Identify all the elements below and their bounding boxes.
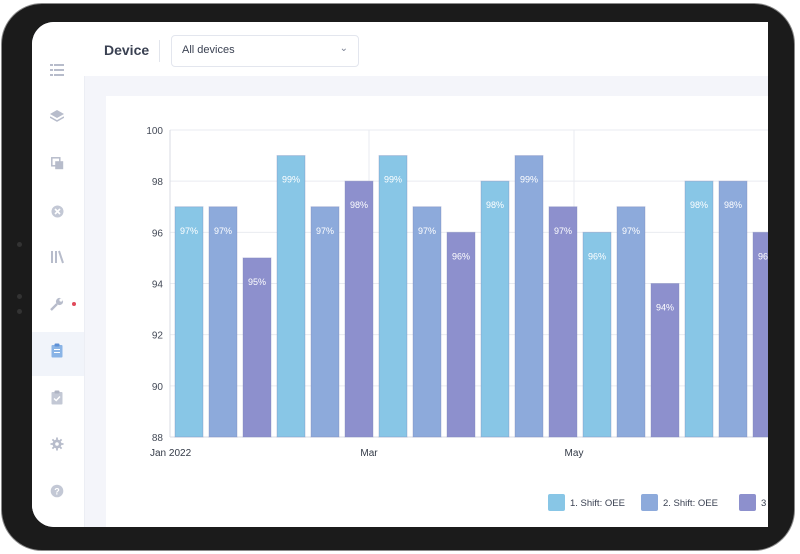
cancel-icon[interactable] — [47, 201, 67, 221]
list-icon[interactable] — [47, 60, 67, 80]
bar — [480, 180, 510, 438]
bar — [208, 206, 238, 438]
wrench-icon[interactable] — [47, 294, 67, 314]
chart-card: 88 90 92 94 96 98 100 97% 97% 95% 99% 97% 98% 99% 97% 9… — [106, 96, 768, 527]
data-label: 99% — [520, 175, 538, 185]
bar — [718, 180, 748, 438]
legend-label: 1. Shift: OEE — [570, 498, 625, 509]
y-tick-label: 90 — [152, 382, 164, 393]
bezel-sensor — [17, 309, 22, 314]
library-icon[interactable] — [47, 247, 67, 267]
device-select[interactable]: All devices ⌄ — [171, 35, 359, 67]
bar — [378, 155, 408, 438]
data-label: 99% — [282, 175, 300, 185]
data-label: 96% — [452, 251, 470, 261]
bar — [752, 231, 768, 438]
data-label: 98% — [486, 200, 504, 210]
y-tick-label: 100 — [146, 126, 163, 137]
bezel-sensor — [17, 242, 22, 247]
bar — [548, 206, 578, 438]
data-label: 97% — [316, 226, 334, 236]
x-tick-label: Jan 2022 — [150, 448, 192, 459]
help-icon[interactable]: ? — [47, 481, 67, 501]
data-label: 97% — [622, 226, 640, 236]
sidebar: ? — [32, 22, 85, 527]
data-label: 96% — [758, 251, 768, 261]
top-bar: Device All devices ⌄ — [84, 22, 768, 76]
page-title: Device — [104, 42, 150, 58]
legend-swatch — [548, 494, 565, 511]
bar — [514, 155, 544, 438]
x-tick-label: Mar — [360, 448, 378, 459]
divider — [159, 40, 160, 62]
bar — [684, 180, 714, 438]
data-label: 98% — [350, 200, 368, 210]
data-label: 98% — [724, 200, 742, 210]
data-label: 97% — [180, 226, 198, 236]
data-label: 96% — [588, 251, 606, 261]
layers-icon[interactable] — [47, 106, 67, 126]
data-label: 97% — [554, 226, 572, 236]
bar — [650, 283, 680, 438]
bar — [582, 231, 612, 438]
bar — [242, 257, 272, 438]
legend-swatch — [739, 494, 756, 511]
bar — [446, 231, 476, 438]
y-tick-label: 92 — [152, 331, 164, 342]
x-tick-label: May — [565, 448, 584, 459]
data-label: 94% — [656, 303, 674, 313]
legend-swatch — [641, 494, 658, 511]
data-label: 98% — [690, 200, 708, 210]
y-tick-label: 94 — [152, 280, 164, 291]
y-tick-label: 98 — [152, 177, 164, 188]
bar — [174, 206, 204, 438]
clipboard-check-icon[interactable] — [47, 387, 67, 407]
data-label: 97% — [418, 226, 436, 236]
data-label: 95% — [248, 277, 266, 287]
bar — [276, 155, 306, 438]
clipboard-icon[interactable] — [47, 340, 67, 360]
bezel-sensor — [17, 294, 22, 299]
app-screen: ? Device All devices ⌄ 88 90 92 94 96 98 100 97… — [32, 22, 768, 527]
bar-chart: 88 90 92 94 96 98 100 97% 97% 95% 99% 97% 98% 99% 97% 9… — [146, 126, 768, 511]
legend-label: 3 — [761, 498, 766, 509]
chevron-down-icon: ⌄ — [339, 43, 348, 54]
svg-text:?: ? — [54, 487, 60, 497]
gear-icon[interactable] — [47, 434, 67, 454]
data-label: 97% — [214, 226, 232, 236]
copy-icon[interactable] — [47, 153, 67, 173]
legend-label: 2. Shift: OEE — [663, 498, 718, 509]
data-label: 99% — [384, 175, 402, 185]
y-tick-label: 88 — [152, 433, 164, 444]
bar — [616, 206, 646, 438]
bar — [310, 206, 340, 438]
y-tick-label: 96 — [152, 228, 164, 239]
bar — [412, 206, 442, 438]
bar — [344, 180, 374, 438]
device-select-value: All devices — [182, 44, 235, 56]
notification-dot — [72, 302, 76, 306]
